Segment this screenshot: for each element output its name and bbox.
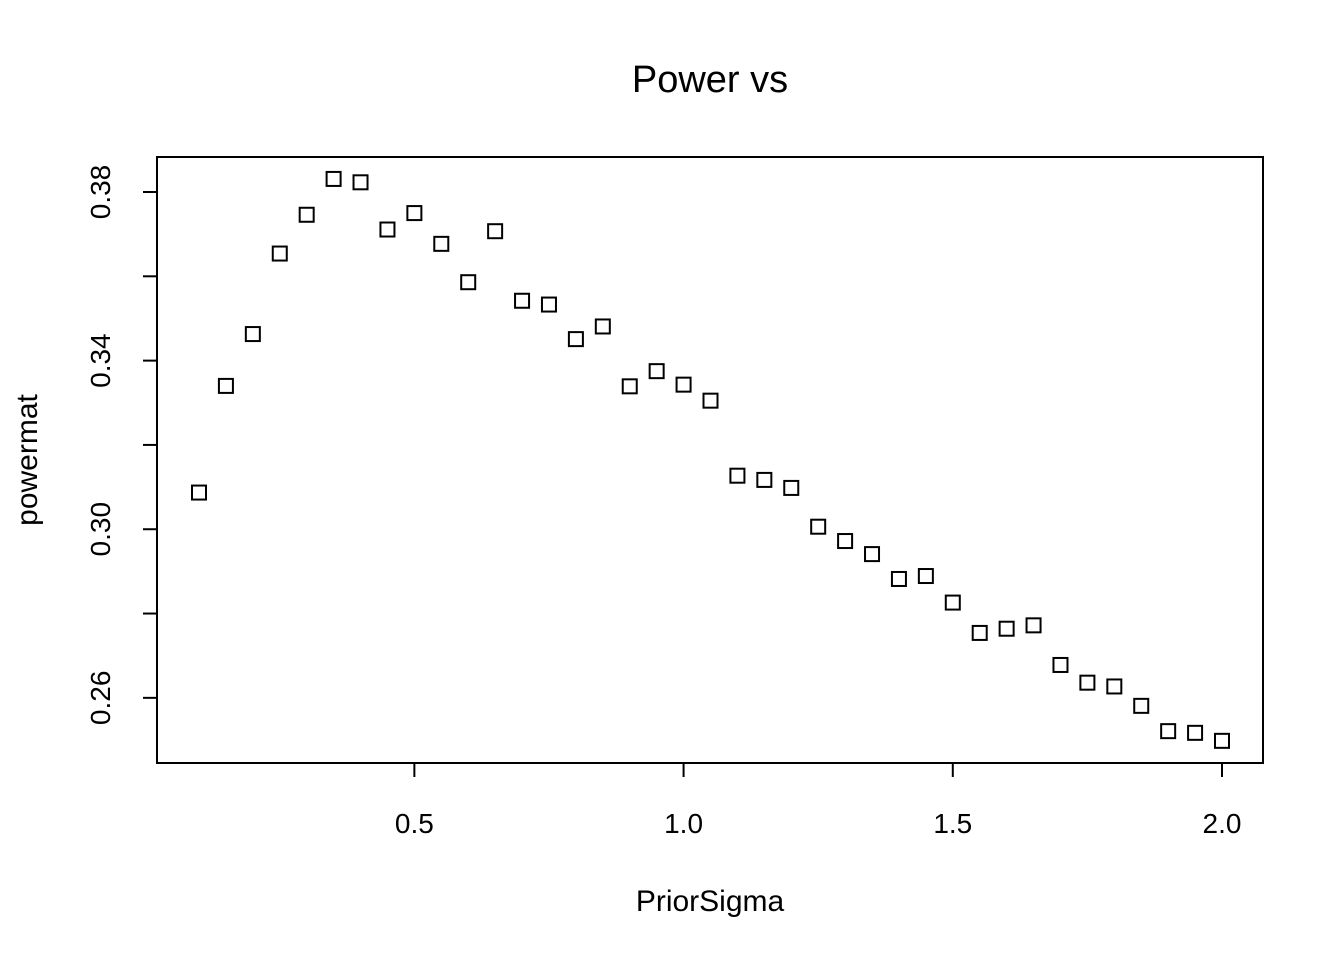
y-tick-label: 0.30 — [85, 502, 116, 557]
x-tick-label: 1.0 — [664, 808, 703, 839]
data-point — [217, 377, 234, 394]
data-point — [756, 471, 773, 488]
data-point — [460, 274, 477, 291]
data-point — [837, 533, 854, 550]
data-point — [1160, 723, 1177, 740]
data-point — [783, 479, 800, 496]
data-point — [594, 318, 611, 335]
plot-frame — [156, 156, 1264, 764]
y-tick-label: 0.38 — [85, 165, 116, 220]
data-point — [648, 363, 665, 380]
data-point — [244, 326, 261, 343]
x-axis-label: PriorSigma — [636, 885, 785, 918]
data-point — [1079, 674, 1096, 691]
data-point — [810, 518, 827, 535]
data-point — [487, 223, 504, 240]
data-point — [1214, 732, 1230, 749]
data-point — [729, 467, 746, 484]
data-point — [1106, 678, 1123, 695]
data-point — [325, 170, 342, 187]
y-tick-label: 0.34 — [85, 333, 116, 388]
data-point — [540, 296, 557, 313]
data-point — [864, 546, 881, 563]
data-point — [1052, 656, 1069, 673]
data-point — [890, 570, 907, 587]
data-point — [917, 568, 934, 585]
x-axis: 0.5 1.0 1.5 2.0 — [395, 762, 1242, 839]
x-tick-label: 1.5 — [933, 808, 972, 839]
data-point — [675, 376, 692, 393]
data-point — [1187, 724, 1204, 741]
x-tick-label: 2.0 — [1203, 808, 1242, 839]
data-point — [514, 292, 531, 309]
data-point — [191, 484, 207, 501]
data-point — [944, 594, 961, 611]
data-point — [298, 206, 315, 223]
data-point — [271, 245, 288, 262]
data-point — [971, 624, 988, 641]
y-tick-label: 0.26 — [85, 671, 116, 726]
y-axis-label: powermat — [11, 393, 44, 525]
chart-title: Power vs — [632, 59, 788, 101]
data-point — [433, 235, 450, 252]
data-points — [191, 170, 1230, 749]
data-point — [567, 331, 584, 348]
data-point — [998, 620, 1015, 637]
data-point — [406, 205, 423, 222]
data-point — [702, 392, 719, 409]
data-point — [352, 174, 369, 191]
data-point — [1025, 617, 1042, 634]
y-axis: 0.26 0.30 0.34 0.38 — [85, 165, 158, 726]
data-point — [1133, 697, 1150, 714]
data-point — [379, 221, 396, 238]
x-tick-label: 0.5 — [395, 808, 434, 839]
data-point — [621, 378, 638, 395]
